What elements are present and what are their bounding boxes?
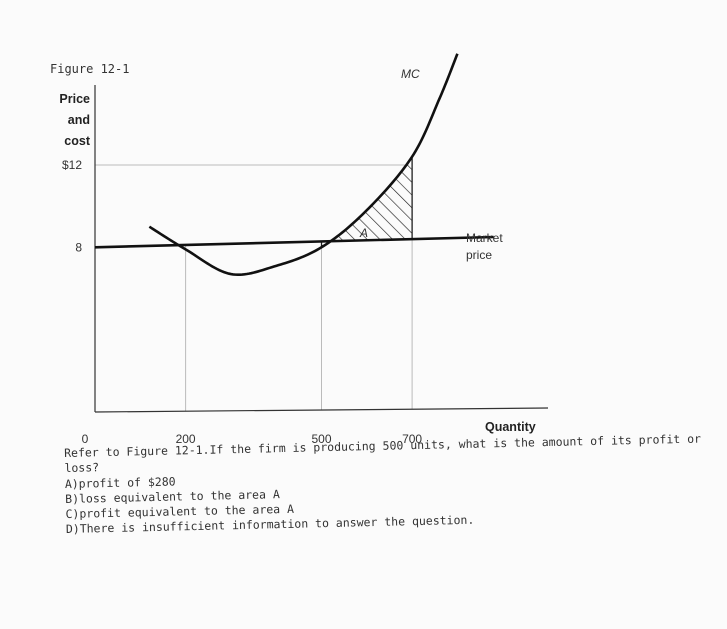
series-group xyxy=(94,53,494,277)
market-price-label-line: Market xyxy=(466,231,503,245)
y-axis-label: Price and cost xyxy=(42,89,90,152)
x-axis xyxy=(94,407,549,413)
x-axis-label: Quantity xyxy=(485,420,536,434)
mc-curve-label: MC xyxy=(401,67,420,81)
y-axis-label-line: cost xyxy=(64,134,90,148)
y-tick-label: $12 xyxy=(62,158,82,172)
y-axis-label-line: and xyxy=(67,113,90,127)
tick-labels: 0 200 500 700 $12 8 xyxy=(62,158,422,446)
x-tick-label: 0 xyxy=(82,432,89,446)
y-tick-label: 8 xyxy=(75,240,82,254)
mc-curve xyxy=(148,53,459,277)
x-tick-label: 500 xyxy=(311,432,331,446)
market-price-line xyxy=(94,235,494,249)
x-tick-label: 700 xyxy=(402,432,422,446)
x-tick-label: 200 xyxy=(176,432,196,446)
y-axis-label-line: Price xyxy=(59,92,90,106)
figure-label: Figure 12-1 xyxy=(50,62,130,76)
market-price-label-line: price xyxy=(466,248,492,262)
reference-lines xyxy=(95,156,413,412)
question-block: Refer to Figure 12-1.If the firm is prod… xyxy=(64,431,706,536)
shaded-area-label: A xyxy=(359,226,368,240)
